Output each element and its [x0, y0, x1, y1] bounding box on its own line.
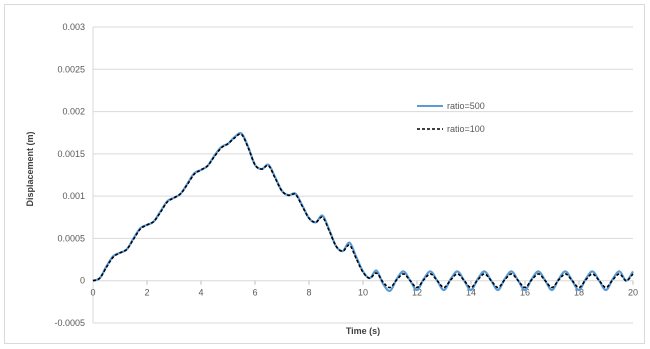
y-tick-label: 0.001 [62, 191, 85, 201]
line-chart: 0.003 0.0025 0.002 0.0015 0.001 0.0005 0 -0.000… [25, 22, 638, 336]
legend: ratio=500 ratio=100 [417, 101, 485, 134]
legend-label: ratio=500 [447, 101, 485, 111]
y-tick-label: 0.003 [62, 22, 85, 32]
series-line-ratio-500 [92, 132, 634, 293]
x-tick-label: 10 [358, 288, 368, 298]
x-tick-label: 16 [520, 288, 530, 298]
x-tick-label: 8 [306, 288, 311, 298]
y-axis-title: Displacement (m) [25, 131, 35, 206]
gridlines [92, 26, 634, 324]
x-tick-label: 4 [198, 288, 203, 298]
tick-labels: 0.003 0.0025 0.002 0.0015 0.001 0.0005 0 -0.000… [54, 22, 638, 328]
x-tick-label: 20 [628, 288, 638, 298]
y-tick-label: 0.0015 [57, 149, 85, 159]
x-tick-label: 6 [252, 288, 257, 298]
chart-frame: 0.003 0.0025 0.002 0.0015 0.001 0.0005 0 -0.000… [4, 4, 645, 344]
legend-label: ratio=100 [447, 124, 485, 134]
x-axis-title: Time (s) [346, 326, 380, 336]
y-tick-label: 0 [80, 276, 85, 286]
x-tick-label: 14 [466, 288, 476, 298]
y-tick-label: 0.002 [62, 107, 85, 117]
x-tick-label: 18 [574, 288, 584, 298]
y-tick-label: 0.0005 [57, 233, 85, 243]
x-tick-label: 12 [412, 288, 422, 298]
x-tick-label: 0 [90, 288, 95, 298]
y-tick-label: -0.0005 [54, 318, 85, 328]
y-tick-label: 0.0025 [57, 64, 85, 74]
data-series [92, 132, 634, 293]
x-tick-label: 2 [144, 288, 149, 298]
series-line-ratio-100 [92, 133, 634, 289]
